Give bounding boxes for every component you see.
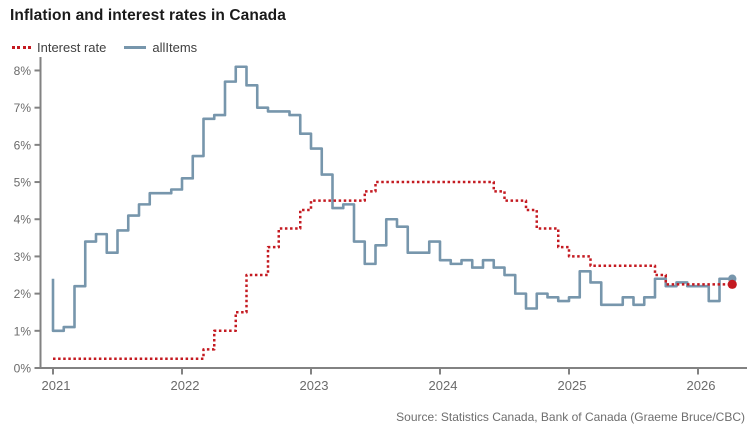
x-axis-tick-label: 2024 — [429, 378, 458, 393]
source-credit: Source: Statistics Canada, Bank of Canad… — [396, 410, 745, 424]
series-allitems — [50, 64, 731, 334]
allitems-solid-line-swatch-icon — [124, 46, 147, 49]
chart-legend: Interest rate allItems — [12, 40, 197, 55]
interest-rate-dotted-line-swatch-icon — [12, 46, 31, 49]
y-axis-tick-label: 7% — [14, 101, 32, 115]
legend-item-interest-rate: Interest rate — [12, 40, 106, 55]
y-axis-tick-label: 3% — [14, 250, 32, 264]
x-axis-tick-label: 2025 — [558, 378, 587, 393]
axes: 0% 1% 2% 3% 4% 5% 6% 7% 8% 2021 2022 2023 2024 2025 20… — [14, 57, 747, 393]
legend-label-allitems: allItems — [152, 40, 198, 55]
y-axis-tick-label: 0% — [14, 362, 32, 376]
legend-label-interest-rate: Interest rate — [37, 40, 107, 55]
interest-rate-end-dot — [727, 279, 737, 289]
x-axis-tick-label: 2023 — [300, 378, 329, 393]
y-axis-tick-label: 6% — [14, 138, 32, 152]
x-axis-tick-label: 2022 — [171, 378, 200, 393]
y-axis-tick-label: 2% — [14, 287, 32, 301]
x-axis-tick-label: 2026 — [687, 378, 716, 393]
legend-item-allitems: allItems — [124, 40, 197, 55]
y-axis-tick-label: 4% — [14, 213, 32, 227]
series-interest-rate — [53, 180, 731, 360]
y-axis-tick-label: 5% — [14, 176, 32, 190]
y-axis-tick-label: 1% — [14, 324, 32, 338]
x-axis-tick-label: 2021 — [42, 378, 71, 393]
chart-title: Inflation and interest rates in Canada — [10, 7, 286, 24]
y-axis-tick-label: 8% — [14, 64, 32, 78]
